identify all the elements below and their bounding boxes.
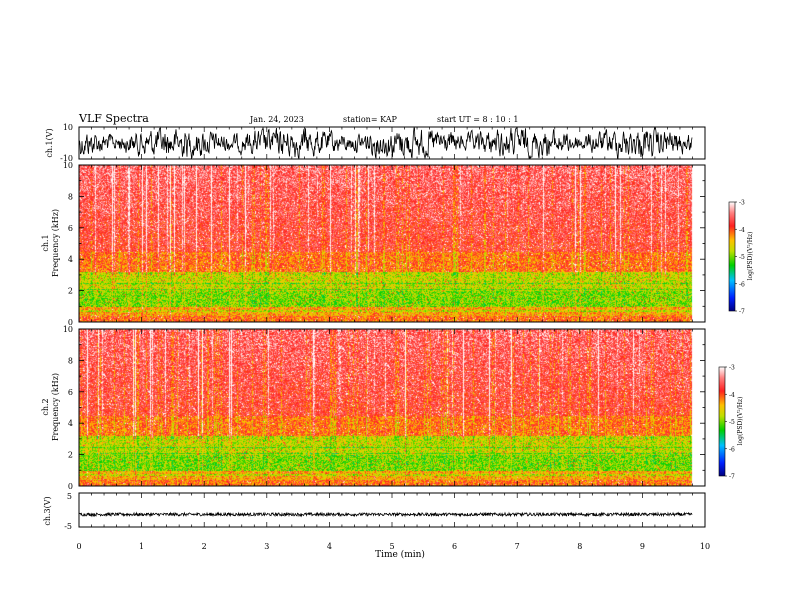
ch1-spectrogram-ylabel: Frequency (kHz) — [51, 209, 60, 277]
x-tick-label: 7 — [515, 542, 520, 551]
ch3-ytick-top: 5 — [67, 492, 72, 501]
ch2-colorbar-label: log(PSD)(V²/Hz) — [737, 397, 744, 446]
colorbar-tick-label: -3 — [729, 365, 735, 372]
ch2-spectrogram-image — [79, 329, 705, 486]
ch1-spectrogram-image-holder — [79, 165, 705, 322]
ch1-colorbar-ticks: -3 -4 -5 -6 -7 — [735, 200, 745, 316]
y-tick-label: 8 — [68, 356, 73, 365]
station-label: station= KAP — [343, 115, 398, 124]
ch1-waveform-xticks — [78, 127, 706, 159]
ch1-spectrogram-xticks — [78, 165, 706, 322]
ch3-waveform-panel: 5 -5 ch.3(V) — [43, 492, 706, 531]
x-tick-label: 0 — [76, 542, 81, 551]
ch1-waveform-ylabel: ch.1(V) — [45, 128, 54, 157]
ch2-spectrogram-yticks: 0 2 4 6 8 10 — [63, 325, 705, 491]
colorbar-tick-label: -7 — [729, 474, 735, 481]
ch3-ytick-bottom: -5 — [64, 522, 72, 531]
ch1-ytick-top: 10 — [63, 123, 73, 132]
ch1-waveform-panel: 10 -10 ch.1(V) — [45, 123, 706, 163]
colorbar-tick-label: -3 — [739, 200, 745, 207]
ch1-colorbar: -3 -4 -5 -6 -7 log(PSD)(V²/Hz) — [728, 200, 754, 316]
ch1-colorbar-gradient — [729, 202, 735, 311]
y-tick-label: 2 — [68, 451, 73, 460]
colorbar-tick-label: -5 — [739, 254, 745, 261]
x-tick-label: 5 — [389, 542, 394, 551]
ch3-waveform-trace — [78, 511, 693, 518]
y-tick-label: 2 — [68, 287, 73, 296]
time-axis-label: Time (min) — [375, 549, 425, 560]
y-tick-label: 6 — [68, 388, 73, 397]
ch1-ytick-bottom: -10 — [60, 154, 73, 163]
ch1-spectrogram-image — [79, 165, 705, 322]
ch2-spectrogram-ylabel: Frequency (kHz) — [51, 373, 60, 441]
ch3-waveform-frame — [78, 492, 706, 528]
colorbar-tick-label: -4 — [729, 392, 735, 399]
colorbar-tick-label: -7 — [739, 309, 745, 316]
ch2-spectrogram-panel: 0 2 4 6 8 10 ch.2 Frequency (kHz) — [41, 325, 706, 491]
ch1-spectrogram-panel: 0 2 4 6 8 10 ch.1 Frequency (kHz) — [41, 161, 706, 327]
ch2-colorbar-ticks: -3 -4 -5 -6 -7 — [725, 365, 735, 481]
colorbar-tick-label: -5 — [729, 419, 735, 426]
ch2-spectrogram-xticks — [78, 329, 706, 486]
y-tick-label: 0 — [68, 482, 73, 491]
x-tick-label: 8 — [577, 542, 582, 551]
figure-title: VLF Spectra — [78, 112, 149, 125]
ch1-spectrogram-channel-label: ch.1 — [41, 234, 50, 251]
y-tick-label: 6 — [68, 224, 73, 233]
x-tick-label: 1 — [139, 542, 144, 551]
y-tick-label: 0 — [68, 318, 73, 327]
y-tick-label: 10 — [63, 161, 73, 170]
date-label: Jan. 24, 2023 — [249, 115, 304, 124]
x-tick-label: 9 — [640, 542, 645, 551]
ch2-colorbar: -3 -4 -5 -6 -7 log(PSD)(V²/Hz) — [718, 365, 744, 481]
x-tick-label: 3 — [264, 542, 269, 551]
x-tick-label: 10 — [700, 542, 710, 551]
ch1-spectrogram-yticks: 0 2 4 6 8 10 — [63, 161, 705, 327]
time-axis-tick-labels: 0 1 2 3 4 5 6 7 8 9 10 — [76, 542, 710, 551]
ch2-colorbar-gradient — [719, 367, 725, 476]
y-tick-label: 8 — [68, 192, 73, 201]
x-tick-label: 2 — [202, 542, 207, 551]
y-tick-label: 10 — [63, 325, 73, 334]
start-time-label: start UT = 8 : 10 : 1 — [437, 115, 518, 124]
colorbar-tick-label: -6 — [739, 281, 745, 288]
ch3-waveform-xticks — [78, 493, 706, 527]
ch2-spectrogram-image-holder — [79, 329, 705, 486]
ch3-waveform-ylabel: ch.3(V) — [43, 496, 52, 525]
x-tick-label: 4 — [327, 542, 332, 551]
colorbar-tick-label: -6 — [729, 446, 735, 453]
ch2-spectrogram-channel-label: ch.2 — [41, 398, 50, 415]
ch1-colorbar-label: log(PSD)(V²/Hz) — [747, 232, 754, 281]
colorbar-tick-label: -4 — [739, 227, 745, 234]
y-tick-label: 4 — [68, 255, 73, 264]
y-tick-label: 4 — [68, 419, 73, 428]
x-tick-label: 6 — [452, 542, 457, 551]
ch1-waveform-trace — [78, 126, 693, 160]
